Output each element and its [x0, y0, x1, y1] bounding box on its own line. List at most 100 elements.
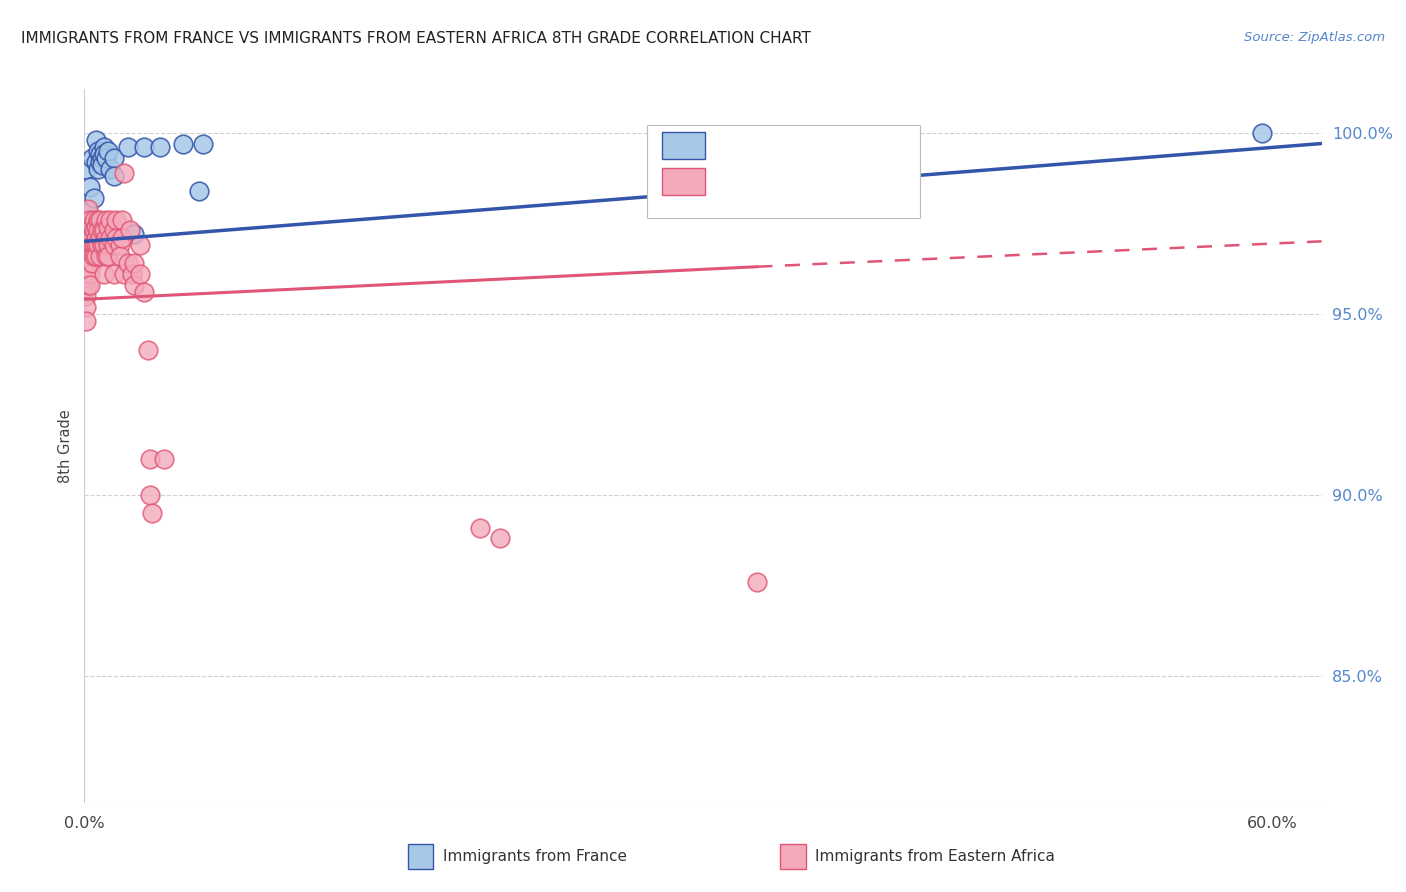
- Point: [103, 267, 125, 281]
- Point: [94, 249, 117, 263]
- Point: [117, 256, 139, 270]
- Point: [84, 230, 107, 244]
- Point: [77, 202, 100, 216]
- Point: [149, 140, 172, 154]
- Text: Immigrants from Eastern Africa: Immigrants from Eastern Africa: [815, 849, 1056, 863]
- Point: [82, 256, 104, 270]
- Point: [98, 216, 121, 230]
- Point: [122, 227, 145, 241]
- Point: [79, 267, 101, 281]
- Point: [75, 161, 97, 176]
- Point: [94, 212, 117, 227]
- Point: [87, 212, 110, 227]
- Point: [82, 238, 104, 252]
- Point: [77, 219, 100, 234]
- Point: [103, 238, 125, 252]
- Point: [82, 249, 104, 263]
- Point: [191, 136, 214, 151]
- Point: [112, 165, 135, 179]
- Point: [91, 223, 114, 237]
- Point: [91, 151, 114, 165]
- Point: [89, 230, 111, 244]
- Point: [489, 532, 512, 546]
- Point: [87, 161, 110, 176]
- Point: [79, 245, 101, 260]
- Point: [747, 574, 769, 589]
- Point: [111, 230, 134, 244]
- FancyBboxPatch shape: [662, 168, 706, 194]
- Point: [103, 223, 125, 237]
- Point: [75, 288, 97, 302]
- Point: [77, 235, 100, 249]
- Y-axis label: 8th Grade: 8th Grade: [58, 409, 73, 483]
- Point: [77, 205, 100, 219]
- Point: [79, 277, 101, 292]
- Point: [172, 136, 194, 151]
- Point: [75, 270, 97, 285]
- Point: [79, 238, 101, 252]
- Point: [93, 238, 115, 252]
- Point: [75, 212, 97, 227]
- Point: [87, 144, 110, 158]
- Point: [108, 249, 131, 263]
- Point: [84, 219, 107, 234]
- Point: [93, 147, 115, 161]
- Point: [82, 151, 104, 165]
- Point: [82, 230, 104, 244]
- Point: [121, 267, 143, 281]
- Point: [97, 238, 120, 252]
- Point: [75, 260, 97, 274]
- Point: [94, 230, 117, 244]
- Point: [122, 277, 145, 292]
- Point: [97, 144, 120, 158]
- Point: [89, 154, 111, 169]
- Text: R = 0.464   N = 29: R = 0.464 N = 29: [718, 136, 883, 154]
- Point: [103, 169, 125, 183]
- Point: [105, 230, 128, 244]
- Text: R = 0.079   N = 81: R = 0.079 N = 81: [718, 172, 884, 190]
- Point: [89, 249, 111, 263]
- Point: [138, 451, 160, 466]
- Point: [83, 212, 105, 227]
- Point: [118, 223, 141, 237]
- Point: [128, 238, 150, 252]
- FancyBboxPatch shape: [662, 132, 706, 159]
- Point: [105, 212, 128, 227]
- Point: [117, 140, 139, 154]
- Point: [122, 256, 145, 270]
- Point: [79, 180, 101, 194]
- Text: IMMIGRANTS FROM FRANCE VS IMMIGRANTS FROM EASTERN AFRICA 8TH GRADE CORRELATION C: IMMIGRANTS FROM FRANCE VS IMMIGRANTS FRO…: [21, 31, 811, 46]
- FancyBboxPatch shape: [647, 125, 920, 218]
- Point: [97, 219, 120, 234]
- Point: [132, 285, 155, 299]
- Point: [188, 184, 211, 198]
- Point: [83, 249, 105, 263]
- Point: [83, 223, 105, 237]
- Point: [79, 230, 101, 244]
- Point: [470, 520, 492, 534]
- Point: [128, 267, 150, 281]
- Text: Immigrants from France: Immigrants from France: [443, 849, 627, 863]
- Point: [84, 249, 107, 263]
- Point: [141, 506, 163, 520]
- Point: [83, 238, 105, 252]
- Point: [1251, 126, 1274, 140]
- Point: [82, 219, 104, 234]
- Point: [89, 147, 111, 161]
- Point: [91, 238, 114, 252]
- Point: [98, 161, 121, 176]
- Point: [138, 488, 160, 502]
- Point: [111, 212, 134, 227]
- Point: [75, 245, 97, 260]
- Point: [98, 212, 121, 227]
- Point: [152, 451, 174, 466]
- Point: [87, 223, 110, 237]
- Text: Source: ZipAtlas.com: Source: ZipAtlas.com: [1244, 31, 1385, 45]
- Point: [75, 281, 97, 295]
- Point: [97, 249, 120, 263]
- Point: [98, 230, 121, 244]
- Point: [84, 238, 107, 252]
- Point: [75, 314, 97, 328]
- Point: [77, 256, 100, 270]
- Point: [77, 277, 100, 292]
